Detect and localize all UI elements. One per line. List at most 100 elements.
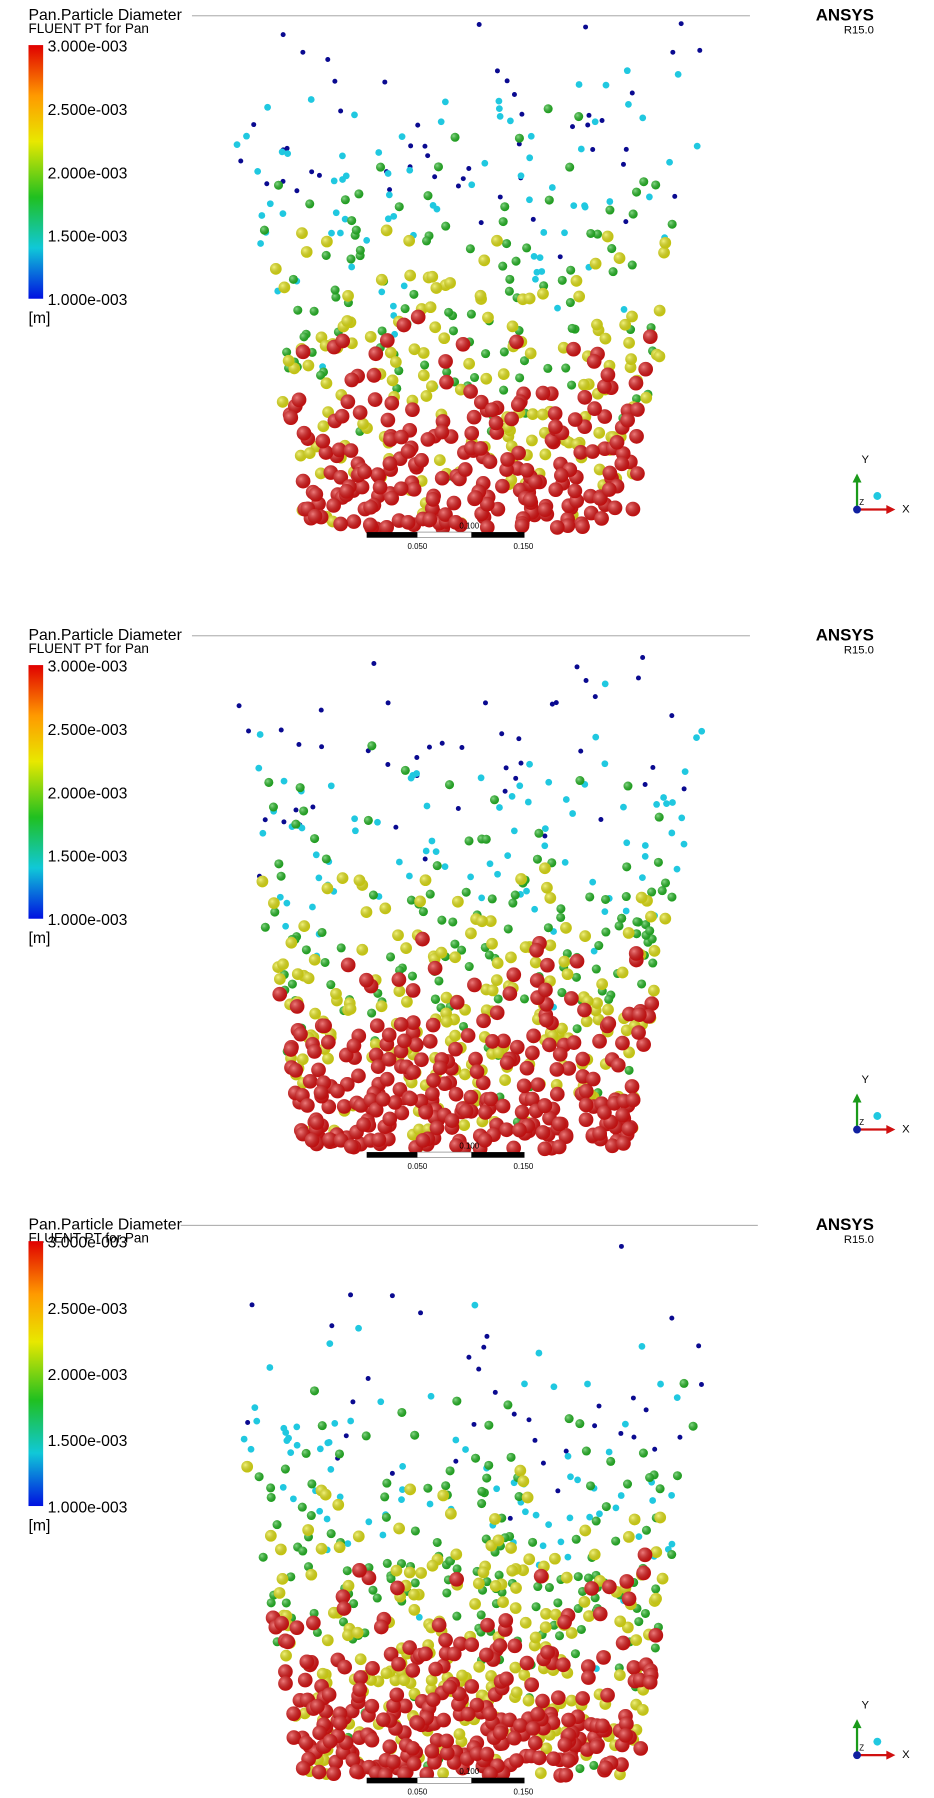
particle (526, 154, 533, 161)
particle-shade (596, 1650, 611, 1665)
particle-shade (555, 1631, 564, 1640)
particle-shade (290, 999, 305, 1014)
particle-shade (368, 1586, 377, 1595)
particle-shade (515, 373, 524, 382)
particle-shade (283, 355, 295, 367)
particle (406, 873, 413, 880)
particle-shade (565, 1414, 574, 1423)
particle (266, 1364, 273, 1371)
particle (512, 92, 517, 97)
particle-shade (524, 293, 536, 305)
particle-shade (341, 958, 356, 973)
particle (499, 731, 504, 736)
particle (427, 745, 432, 750)
particle-shade (579, 1596, 591, 1608)
particle-shade (496, 1099, 511, 1114)
particle-shade (515, 873, 527, 885)
particle (519, 112, 524, 117)
particle (399, 1463, 406, 1470)
particle-shade (303, 1074, 318, 1089)
particle-shade (353, 405, 368, 420)
particle-shade (370, 467, 385, 482)
particle-shade (420, 874, 432, 886)
axis-x-label: X (902, 1749, 910, 1761)
particle-shade (302, 945, 311, 954)
particle-shade (365, 1699, 380, 1714)
particle-shade (403, 235, 415, 247)
particle-shade (465, 836, 474, 845)
particle-shade (332, 1499, 344, 1511)
particle (348, 264, 355, 271)
particle (636, 675, 641, 680)
axis-x-label: X (902, 1124, 910, 1136)
particle-shade (335, 1449, 344, 1458)
particle-shade (433, 1061, 448, 1076)
particle-shade (530, 1707, 545, 1722)
particle (513, 776, 518, 781)
particle-shade (602, 1580, 617, 1595)
particle-shade (566, 342, 581, 357)
particle-shade (491, 974, 503, 986)
particle-shade (619, 319, 631, 331)
particle-shade (362, 1431, 371, 1440)
particle-shade (528, 1736, 543, 1751)
particle (331, 178, 338, 185)
particle (438, 118, 445, 125)
particle-shade (463, 358, 475, 370)
particle-shade (291, 820, 300, 829)
particle-shade (614, 456, 629, 471)
particle (649, 1497, 656, 1504)
particle-shade (497, 1596, 509, 1608)
particle-shade (404, 1567, 416, 1579)
particle-shade (270, 263, 282, 275)
particle-shade (401, 996, 413, 1008)
particle (294, 1442, 301, 1449)
particle (536, 1350, 543, 1357)
particle-shade (636, 892, 648, 904)
particle (238, 158, 243, 163)
particle-shade (376, 274, 388, 286)
particle-shade (623, 782, 632, 791)
particle-shade (478, 1567, 490, 1579)
particle-shade (514, 1465, 526, 1477)
particle-shade (382, 1739, 397, 1754)
particle-shade (602, 1004, 614, 1016)
particle-shade (384, 491, 399, 506)
particle-shade (526, 1721, 541, 1736)
particle-shade (544, 104, 553, 113)
particle-shade (296, 227, 308, 239)
particle-shade (359, 973, 374, 988)
legend-subtitle: FLUENT PT for Pan (28, 21, 148, 36)
logo: ANSYS (816, 1215, 874, 1234)
particle-shade (470, 373, 479, 382)
particle (504, 852, 511, 859)
particle-shade (367, 741, 376, 750)
particle-shade (344, 373, 359, 388)
particle-shade (505, 952, 517, 964)
particle-shade (383, 1559, 392, 1568)
scale-label: 0.150 (514, 1162, 534, 1171)
particle-shade (277, 958, 289, 970)
particle-shade (577, 1625, 586, 1634)
particle (282, 923, 289, 930)
particle-shade (450, 940, 459, 949)
particle-shade (567, 1035, 582, 1050)
particle-shade (495, 1571, 504, 1580)
particle (257, 240, 264, 247)
particle-shade (410, 1716, 425, 1731)
particle-shade (575, 1419, 584, 1428)
particle-shade (448, 917, 457, 926)
particle-shade (482, 312, 494, 324)
particle-shade (504, 924, 513, 933)
particle-shade (498, 368, 510, 380)
particle-shade (575, 1764, 584, 1773)
particle (640, 655, 645, 660)
particle-shade (468, 1052, 483, 1067)
particle (496, 98, 503, 105)
particle (287, 1449, 294, 1456)
particle (678, 814, 685, 821)
particle-shade (476, 915, 488, 927)
particle (245, 1420, 250, 1425)
particle-shade (544, 923, 553, 932)
particle-shade (423, 191, 432, 200)
